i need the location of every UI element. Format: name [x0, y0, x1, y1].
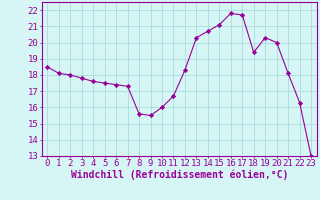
X-axis label: Windchill (Refroidissement éolien,°C): Windchill (Refroidissement éolien,°C) — [70, 170, 288, 180]
